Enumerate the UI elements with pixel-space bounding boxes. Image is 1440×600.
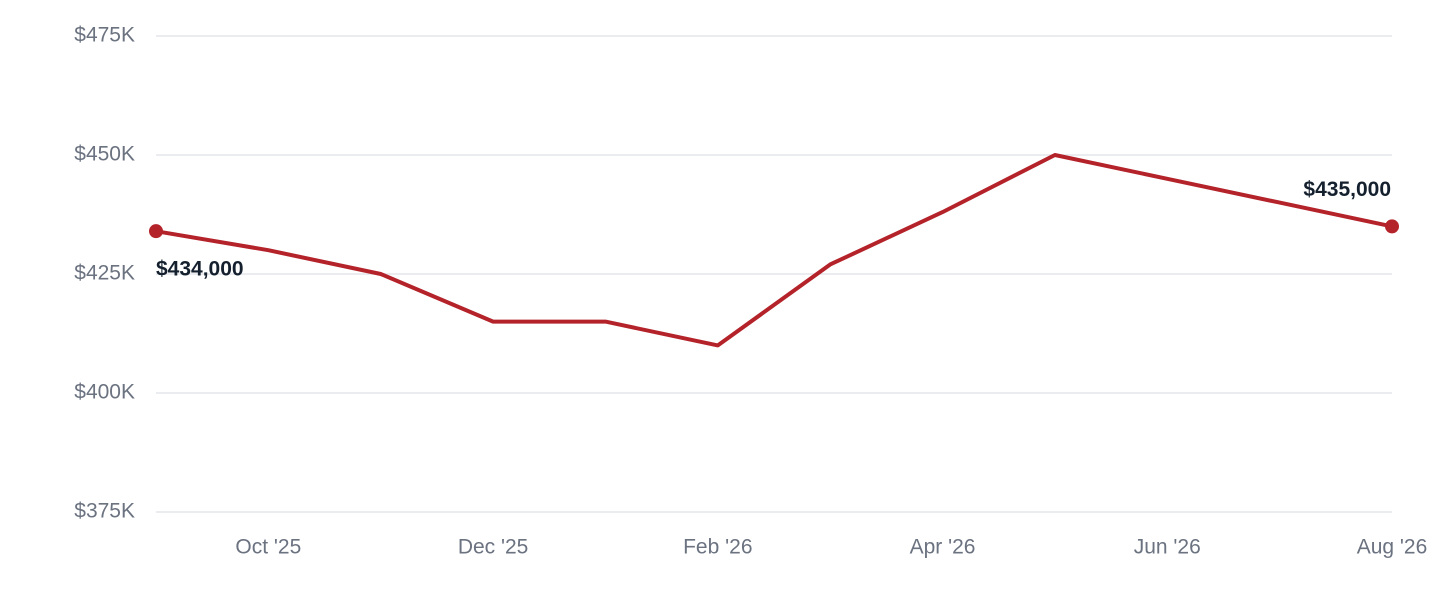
x-tick-label: Jun '26: [1134, 536, 1201, 559]
x-tick-label: Apr '26: [910, 536, 976, 559]
value-label: $435,000: [1303, 178, 1391, 201]
point-marker: [149, 224, 163, 239]
value-label: $434,000: [156, 258, 244, 281]
x-tick-label: Aug '26: [1357, 536, 1428, 559]
x-tick-label: Feb '26: [683, 536, 752, 559]
y-tick-label: $375K: [74, 500, 135, 523]
y-tick-label: $475K: [74, 24, 135, 47]
x-tick-label: Oct '25: [235, 536, 301, 559]
point-marker: [1385, 219, 1399, 234]
line: [155, 153, 1393, 348]
y-tick-label: $400K: [74, 381, 135, 404]
y-tick-label: $425K: [74, 262, 135, 285]
y-tick-label: $450K: [74, 143, 135, 166]
x-tick-label: Dec '25: [458, 536, 529, 559]
